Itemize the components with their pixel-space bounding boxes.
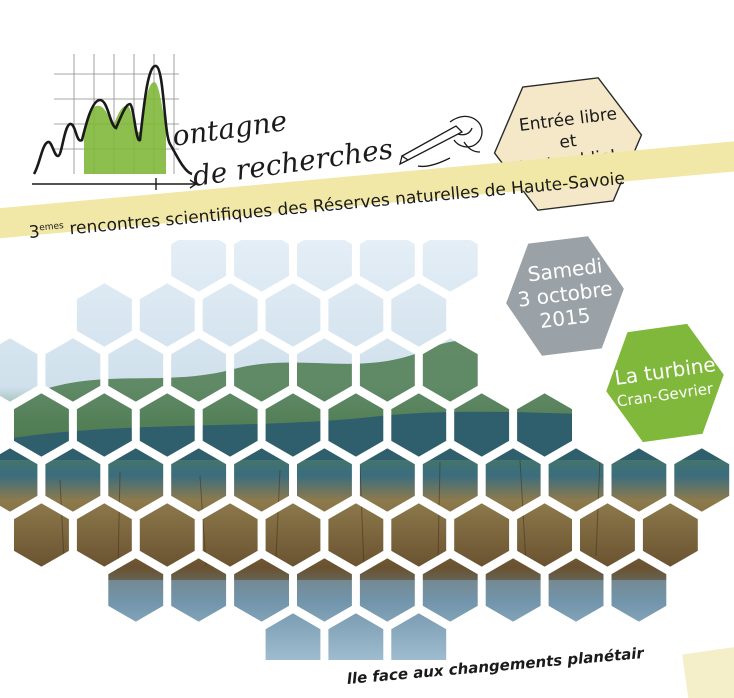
landscape-hexagon — [0, 333, 42, 407]
landscape-hexagon — [387, 388, 451, 462]
landscape-hexagon — [387, 278, 451, 352]
landscape-hexagon — [481, 553, 545, 627]
landscape-hexagon — [104, 443, 168, 517]
landscape-hexagon — [293, 553, 356, 627]
landscape-hexagon — [418, 553, 482, 627]
landscape-hexagon — [135, 498, 199, 572]
landscape-hexagon — [261, 278, 325, 352]
landscape-hexagon — [418, 240, 482, 297]
landscape-hexagon — [450, 498, 514, 572]
landscape-hexagon — [72, 388, 136, 462]
landscape-hexagon — [72, 498, 136, 572]
landscape-hexagon — [135, 388, 199, 462]
landscape-hexagon — [513, 498, 576, 572]
landscape-hexagon — [230, 553, 293, 627]
landscape-hexagon — [387, 498, 451, 572]
landscape-hexagon — [607, 553, 671, 627]
landscape-hexagon — [450, 388, 514, 462]
landscape-hexagon — [104, 333, 168, 407]
landscape-hexagon — [167, 333, 231, 407]
landscape-hexagon — [0, 443, 42, 517]
landscape-hexagon — [198, 388, 262, 462]
venue-badge: La turbine Cran-Gevrier — [600, 320, 730, 446]
landscape-hexagon — [638, 498, 702, 572]
honeycomb-landscape — [0, 240, 734, 660]
landscape-hexagon — [324, 278, 388, 352]
landscape-hexagon — [104, 553, 168, 627]
landscape-hexagon — [41, 333, 105, 407]
landscape-hexagon — [167, 240, 231, 297]
landscape-hexagon — [355, 553, 419, 627]
landscape-hexagon — [355, 333, 419, 407]
banner-ordinal-suffix: emes — [38, 221, 65, 234]
landscape-hexagon — [230, 333, 293, 407]
corner-note — [682, 646, 734, 698]
landscape-hexagon — [261, 498, 325, 572]
mountain-chart-logo — [32, 54, 198, 190]
landscape-hexagon — [10, 498, 73, 572]
landscape-hexagon — [544, 443, 608, 517]
landscape-hexagon — [198, 498, 262, 572]
landscape-hexagon — [72, 278, 136, 352]
landscape-hexagon — [324, 608, 388, 660]
hand-pen-icon — [399, 115, 483, 168]
landscape-hexagon — [135, 278, 199, 352]
landscape-hexagon — [324, 498, 388, 572]
landscape-hexagon — [324, 388, 388, 462]
landscape-hexagon — [10, 388, 73, 462]
landscape-hexagon — [261, 388, 325, 462]
landscape-hexagon — [670, 443, 734, 517]
landscape-hexagon — [293, 240, 356, 297]
landscape-hexagon — [607, 443, 671, 517]
landscape-hexagon — [355, 240, 419, 297]
date-badge: Samedi 3 octobre 2015 — [500, 232, 630, 360]
landscape-hexagon — [576, 498, 639, 572]
landscape-hexagon — [355, 443, 419, 517]
landscape-hexagon — [387, 608, 451, 660]
hexagon-green-shape — [602, 320, 728, 446]
hexagon-grey-shape — [502, 233, 628, 359]
landscape-hexagon — [293, 443, 356, 517]
landscape-hexagon — [41, 443, 105, 517]
landscape-hexagon — [167, 553, 231, 627]
landscape-hexagon — [261, 608, 325, 660]
landscape-hexagon — [418, 333, 482, 407]
landscape-hexagon — [544, 553, 608, 627]
landscape-hexagon — [293, 333, 356, 407]
landscape-hexagon — [230, 240, 293, 297]
landscape-hexagon — [481, 443, 545, 517]
landscape-hexagon — [513, 388, 576, 462]
landscape-hexagon — [167, 443, 231, 517]
landscape-hexagon — [198, 278, 262, 352]
landscape-hexagon — [418, 443, 482, 517]
landscape-hexagon — [230, 443, 293, 517]
